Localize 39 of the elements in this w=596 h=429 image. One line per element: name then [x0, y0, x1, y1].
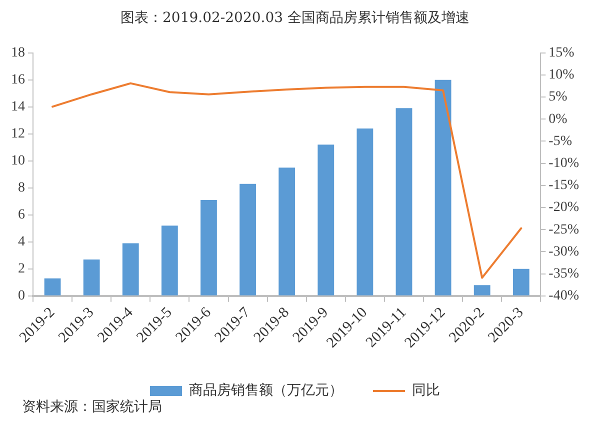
bar [83, 259, 100, 296]
bar [396, 108, 412, 296]
y2-tick-label: -30% [548, 244, 580, 260]
y2-tick-label: -10% [548, 156, 580, 171]
y2-tick-label: -15% [548, 178, 580, 194]
bar [474, 285, 490, 296]
y-tick-label: 14 [11, 100, 25, 114]
y2-tick-label: -40% [548, 288, 580, 304]
bar [434, 80, 452, 296]
y-tick-label: 16 [11, 72, 25, 88]
bar [318, 144, 334, 296]
y-tick-label: 18 [11, 45, 25, 60]
bar [200, 200, 217, 296]
bar [44, 278, 61, 296]
y-tick-label: 4 [18, 234, 25, 250]
y-tick-label: 2 [18, 262, 25, 277]
y2-tick-label: 0% [548, 112, 568, 127]
y-tick-label: 12 [11, 126, 25, 142]
y2-tick-label: 5% [548, 90, 568, 105]
bar [278, 168, 296, 296]
text: 资料来源：国家统计局 [22, 398, 162, 416]
y-tick-label: 8 [18, 180, 25, 196]
bar [240, 184, 256, 296]
chart-title: 图表：2019.02-2020.03 全国商品房累计销售额及增速 [120, 10, 470, 26]
y-tick-label: 6 [18, 208, 25, 223]
y-tick-label: 10 [11, 154, 25, 169]
legend-label: 同比 [412, 382, 440, 399]
legend-label: 商品房销售额（万亿元） [189, 382, 343, 399]
y2-tick-label: 15% [548, 45, 575, 60]
bar [122, 243, 139, 296]
bar [512, 268, 530, 296]
y2-tick-label: 10% [548, 68, 575, 83]
y-tick-label: 0 [18, 288, 25, 304]
bar [356, 128, 374, 296]
y2-tick-label: -35% [548, 266, 580, 282]
bar [161, 226, 178, 296]
y2-tick-label: -25% [548, 222, 580, 238]
y2-tick-label: -5% [548, 134, 572, 149]
y2-tick-label: -20% [548, 200, 580, 216]
